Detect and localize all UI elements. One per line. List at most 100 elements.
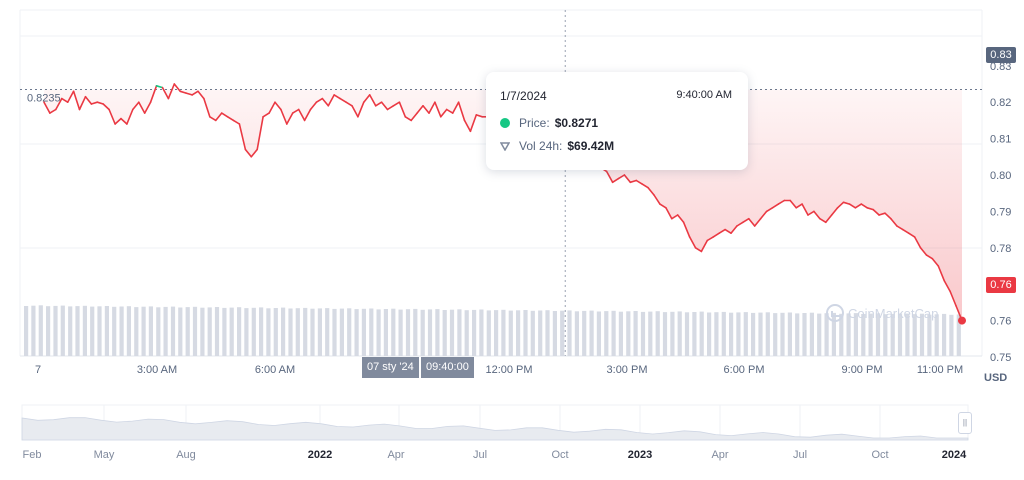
price-line-segment bbox=[345, 101, 353, 107]
price-line-segment bbox=[813, 210, 821, 220]
volume-bar bbox=[707, 312, 712, 356]
x-tick-label: 12:00 PM bbox=[485, 364, 532, 376]
price-line-segment bbox=[173, 83, 181, 93]
volume-bar bbox=[714, 312, 719, 356]
price-line-segment bbox=[807, 210, 815, 216]
price-line-segment bbox=[404, 116, 413, 122]
price-line-segment bbox=[878, 212, 886, 216]
price-line-segment bbox=[380, 101, 389, 111]
price-line-segment bbox=[126, 108, 134, 125]
volume-bar bbox=[207, 307, 212, 356]
price-line-segment bbox=[434, 101, 442, 118]
price-line-segment bbox=[226, 116, 235, 122]
price-line-segment bbox=[943, 279, 952, 293]
price-line-segment bbox=[280, 108, 288, 125]
volume-bar bbox=[516, 310, 521, 356]
volume-bar bbox=[824, 313, 829, 356]
volume-bar bbox=[560, 310, 565, 356]
price-line-segment bbox=[836, 201, 845, 209]
price-line-segment bbox=[445, 108, 454, 114]
volume-bar bbox=[927, 314, 932, 356]
price-line-segment bbox=[824, 214, 833, 224]
volume-bar bbox=[163, 306, 168, 356]
price-line-segment bbox=[949, 290, 957, 307]
price-line-segment bbox=[884, 212, 892, 220]
volume-bar bbox=[104, 306, 109, 356]
volume-bar bbox=[773, 313, 778, 356]
x-tick-label: 3:00 AM bbox=[137, 364, 177, 376]
y-tick-label: 0.82 bbox=[990, 97, 1011, 109]
watermark-text: CoinMarketCap bbox=[848, 305, 939, 321]
price-line-segment bbox=[96, 101, 104, 105]
price-line-segment bbox=[925, 254, 934, 260]
y-axis: 0.830.820.810.800.790.780.770.760.75 bbox=[990, 61, 1011, 364]
volume-bar bbox=[273, 308, 278, 356]
price-line-segment bbox=[428, 101, 436, 114]
volume-bar bbox=[670, 311, 675, 356]
volume-bar bbox=[589, 310, 594, 356]
price-line-segment bbox=[161, 86, 170, 100]
volume-bar bbox=[457, 309, 462, 356]
price-line-segment bbox=[463, 119, 472, 133]
volume-bar bbox=[310, 308, 315, 356]
volume-bar bbox=[523, 310, 528, 356]
price-line-segment bbox=[351, 105, 359, 118]
price-line-segment bbox=[362, 94, 371, 103]
price-line-segment bbox=[244, 148, 253, 158]
x-tick-label: 11:00 PM bbox=[917, 364, 963, 376]
last-price-tag: 0.76 bbox=[986, 277, 1016, 293]
tooltip-price-value: $0.8271 bbox=[554, 116, 599, 130]
volume-bar bbox=[185, 307, 190, 356]
volume-bar bbox=[699, 311, 704, 356]
price-line-segment bbox=[860, 203, 869, 209]
volume-bar bbox=[611, 310, 616, 356]
price-line-segment bbox=[688, 236, 697, 249]
volume-bar bbox=[743, 312, 748, 356]
volume-bar bbox=[435, 309, 440, 356]
price-line-segment bbox=[629, 179, 638, 184]
price-line-segment bbox=[339, 97, 347, 103]
volume-bar bbox=[60, 305, 65, 356]
price-line-segment bbox=[49, 108, 57, 114]
price-line-segment bbox=[469, 114, 478, 133]
price-line-segment bbox=[274, 101, 282, 111]
volume-bar bbox=[237, 307, 242, 356]
volume-bar bbox=[46, 306, 51, 356]
volume-bar bbox=[200, 307, 205, 356]
price-line-segment bbox=[753, 217, 762, 227]
volume-bar bbox=[134, 307, 139, 357]
price-line-segment bbox=[866, 207, 875, 211]
volume-bar bbox=[662, 312, 668, 356]
volume-bar bbox=[677, 311, 682, 356]
volume-bar bbox=[890, 313, 895, 356]
volume-bar bbox=[361, 308, 366, 356]
x-tick-label: 6:00 AM bbox=[255, 364, 295, 376]
price-line-segment bbox=[78, 95, 87, 111]
tooltip-volume-row: Vol 24h: $69.42M bbox=[500, 139, 614, 153]
navigator-handle[interactable]: || bbox=[958, 412, 972, 434]
volume-bar bbox=[119, 306, 124, 356]
price-line-segment bbox=[392, 101, 401, 107]
navigator-tick-label: Aug bbox=[176, 449, 196, 461]
volume-bar bbox=[376, 309, 381, 356]
price-line-segment bbox=[108, 108, 116, 125]
price-line-segment bbox=[700, 239, 709, 253]
volume-bar bbox=[325, 308, 330, 356]
navigator-tick-label: Feb bbox=[23, 449, 42, 461]
tooltip-time: 9:40:00 AM bbox=[676, 89, 732, 101]
volume-bar bbox=[486, 310, 491, 356]
navigator-tick-label: Jul bbox=[793, 449, 807, 461]
price-line-segment bbox=[937, 265, 946, 282]
volume-bar bbox=[596, 311, 601, 356]
y-tick-label: 0.80 bbox=[990, 170, 1011, 182]
y-tick-label: 0.78 bbox=[990, 243, 1011, 255]
volume-bar bbox=[640, 311, 646, 356]
volume-bar bbox=[883, 314, 888, 356]
navigator-tick-label: 2024 bbox=[942, 449, 967, 461]
price-line-segment bbox=[132, 101, 140, 111]
volume-bar bbox=[942, 313, 947, 356]
range-navigator[interactable]: Feb May Aug 2022 Apr Jul Oct 2023 Apr Jul Oct 2024 bbox=[21, 404, 969, 461]
volume-bar bbox=[405, 309, 411, 356]
volume-bar bbox=[875, 313, 881, 356]
volume-bar bbox=[427, 309, 433, 356]
